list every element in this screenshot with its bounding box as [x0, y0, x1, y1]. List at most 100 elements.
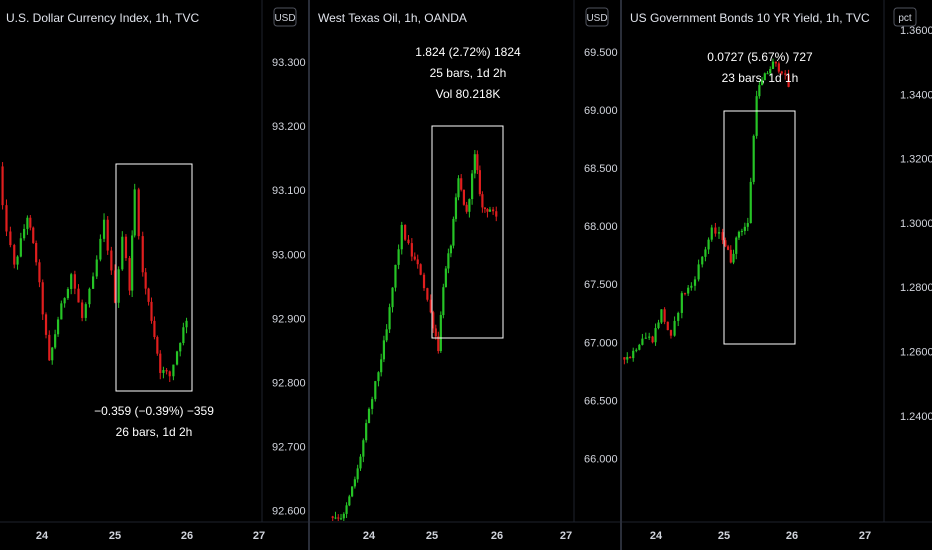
candle-body: [141, 236, 144, 273]
candle-body: [777, 63, 780, 72]
candle-body: [468, 199, 471, 212]
candle-body: [124, 236, 128, 259]
candle-body: [397, 249, 400, 265]
candle-body: [377, 372, 380, 382]
candle-body: [486, 209, 489, 212]
candle-body: [51, 347, 54, 361]
candle-body: [159, 353, 162, 373]
candle-body: [693, 279, 697, 286]
y-tick-label: 92.600: [272, 506, 306, 518]
measure-box[interactable]: [115, 163, 193, 392]
candle-body: [162, 370, 165, 373]
candle-body: [462, 189, 466, 205]
candle-body: [483, 207, 487, 210]
candle-body: [460, 178, 463, 190]
unit-label: USD: [586, 13, 607, 24]
candle-body: [172, 364, 175, 377]
candle-body: [179, 343, 182, 352]
y-tick-label: 67.000: [584, 337, 618, 349]
candle-body: [388, 307, 391, 330]
candle-body: [23, 228, 26, 239]
candle-body: [77, 288, 80, 303]
y-tick-label: 93.300: [272, 57, 306, 69]
candle-body: [185, 320, 188, 328]
candle-body: [426, 288, 429, 300]
candle-body: [638, 344, 641, 350]
candle-body: [710, 227, 713, 240]
y-tick-label: 93.000: [272, 249, 306, 261]
y-tick-label: 1.2800: [900, 282, 932, 294]
chart-title: West Texas Oil, 1h, OANDA: [318, 11, 467, 25]
candle-body: [623, 357, 626, 360]
candle-body: [359, 456, 362, 469]
candle-body: [774, 61, 778, 64]
unit-badge[interactable]: [893, 7, 917, 27]
candle-body: [5, 205, 8, 232]
candle-body: [666, 321, 669, 331]
candle-body: [380, 359, 383, 373]
candle-body: [413, 256, 416, 260]
chart-title: U.S. Dollar Currency Index, 1h, TVC: [6, 11, 200, 25]
candle-body: [442, 287, 445, 316]
candle-body: [737, 231, 741, 238]
x-tick-label: 26: [181, 530, 193, 542]
candle-body: [752, 135, 755, 182]
unit-label: pct: [898, 13, 912, 24]
candle-body: [481, 194, 484, 208]
candle-body: [337, 517, 340, 519]
chart-panel-1: 93.300 93.200 93.100 93.000 92.900 92.800 92.7…: [0, 0, 310, 550]
candle-body: [35, 242, 38, 263]
y-tick-label: 1.3000: [900, 218, 932, 230]
y-tick-label: 68.000: [584, 221, 618, 233]
y-tick-label: 1.3400: [900, 89, 932, 101]
y-tick-label: 1.2600: [900, 347, 932, 359]
candle-body: [726, 246, 730, 250]
y-tick-label: 66.000: [584, 453, 618, 465]
candle-body: [63, 298, 66, 304]
candle-body: [452, 218, 455, 246]
candle-body: [673, 320, 676, 336]
candle-body: [13, 245, 16, 265]
candle-body: [331, 516, 334, 518]
candle-body: [729, 249, 732, 263]
candle-body: [54, 334, 57, 348]
x-tick-label: 26: [491, 530, 503, 542]
candle-body: [362, 440, 365, 457]
candle-body: [106, 219, 109, 251]
candle-body: [690, 285, 693, 288]
measure-label: 1.824 (2.72%) 1824: [415, 45, 521, 59]
candle-body: [147, 288, 150, 302]
candle-body: [714, 227, 717, 234]
candle-body: [84, 304, 87, 318]
candle-body: [165, 370, 168, 372]
candle-body: [680, 293, 683, 313]
candle-body: [38, 262, 41, 283]
unit-label: USD: [274, 13, 295, 24]
unit-badge[interactable]: [585, 7, 609, 27]
candle-body: [644, 337, 647, 339]
candle-body: [400, 224, 403, 250]
measure-label: 25 bars, 1d 2h: [430, 66, 507, 80]
candle-body: [32, 227, 35, 243]
candle-body: [707, 239, 710, 250]
measure-box[interactable]: [431, 125, 504, 339]
candle-body: [345, 505, 348, 514]
candle-body: [732, 253, 735, 263]
unit-badge[interactable]: [273, 7, 297, 27]
candle-body: [669, 330, 673, 336]
y-tick-label: 69.500: [584, 47, 618, 59]
candle-body: [348, 496, 351, 506]
candle-body: [19, 238, 22, 257]
candle-body: [26, 217, 29, 229]
measure-label: −0.359 (−0.39%) −359: [94, 404, 214, 418]
candle-body: [156, 337, 159, 354]
candle-body: [663, 309, 666, 322]
candle-body: [787, 74, 790, 87]
candle-body: [404, 224, 407, 240]
candle-body: [66, 289, 70, 299]
candle-body: [677, 312, 680, 321]
candle-body: [382, 340, 386, 360]
measure-box[interactable]: [723, 110, 796, 345]
candle-body: [687, 287, 690, 294]
candle-body: [334, 517, 337, 519]
